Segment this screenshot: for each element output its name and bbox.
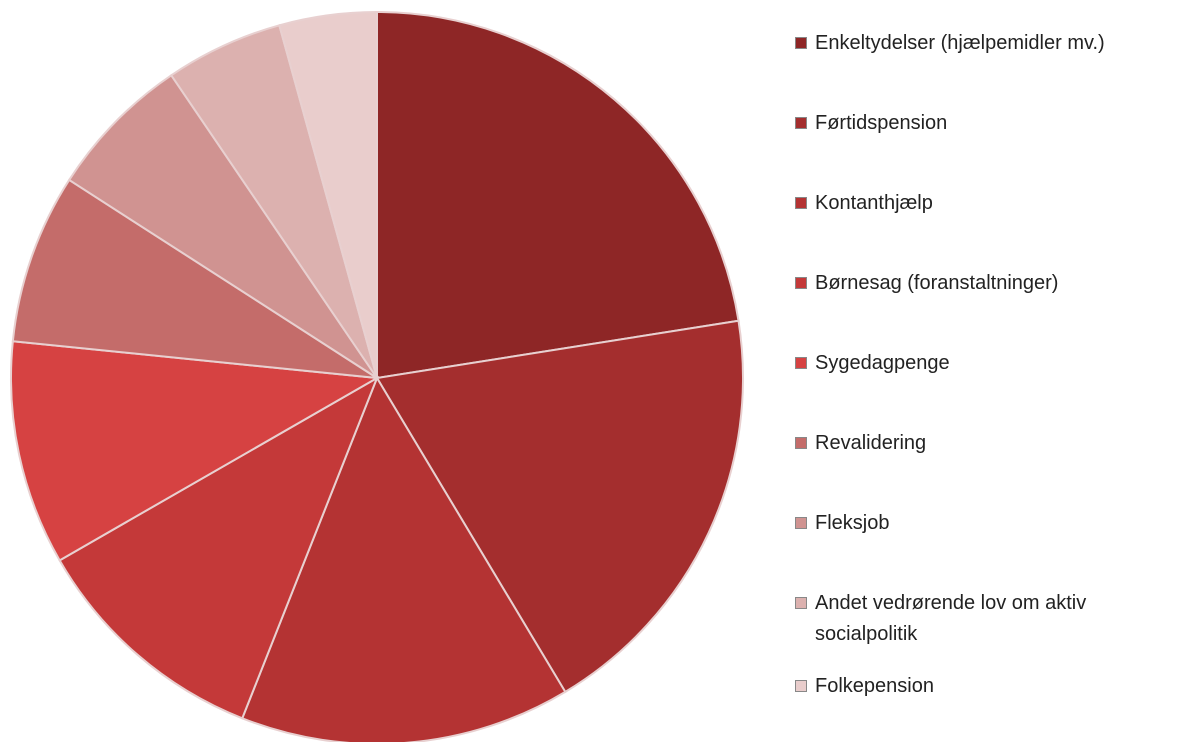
legend-label: Sygedagpenge: [815, 352, 950, 374]
pie-slice: [67, 73, 378, 379]
legend-swatch: [795, 437, 807, 449]
legend-swatch: [795, 517, 807, 529]
legend-swatch: [795, 197, 807, 209]
pie-slice: [11, 178, 378, 379]
legend-label: Revalidering: [815, 432, 927, 454]
legend-item: Andet vedrørende lov om aktiv socialpoli…: [795, 588, 1145, 650]
legend-item: Enkeltydelser (hjælpemidler mv.): [795, 28, 1145, 59]
pie-slice: [278, 10, 378, 379]
legend-label: Fleksjob: [815, 512, 890, 534]
legend-item: Revalidering: [795, 428, 1145, 459]
legend-swatch: [795, 597, 807, 609]
legend-swatch: [795, 357, 807, 369]
pie-slice: [376, 10, 740, 380]
legend-label: Børnesag (foranstaltninger): [815, 272, 1059, 294]
legend-swatch: [795, 277, 807, 289]
legend-item: Børnesag (foranstaltninger): [795, 268, 1145, 299]
legend-label: Folkepension: [815, 675, 934, 697]
legend-swatch: [795, 37, 807, 49]
legend-swatch: [795, 680, 807, 692]
pie-slice: [240, 375, 567, 742]
legend-item: Folkepension: [795, 671, 1145, 702]
pie-slice: [10, 340, 381, 562]
pie-slice: [58, 375, 379, 720]
legend-item: Førtidspension: [795, 108, 1145, 139]
legend-item: Kontanthjælp: [795, 188, 1145, 219]
legend-label: Andet vedrørende lov om aktiv socialpoli…: [815, 592, 1087, 645]
legend-item: Fleksjob: [795, 508, 1145, 539]
legend-label: Enkeltydelser (hjælpemidler mv.): [815, 32, 1105, 54]
pie-slice: [375, 319, 744, 694]
legend-swatch: [795, 117, 807, 129]
legend-label: Førtidspension: [815, 112, 948, 134]
legend-item: Sygedagpenge: [795, 348, 1145, 379]
legend-label: Kontanthjælp: [815, 192, 933, 214]
